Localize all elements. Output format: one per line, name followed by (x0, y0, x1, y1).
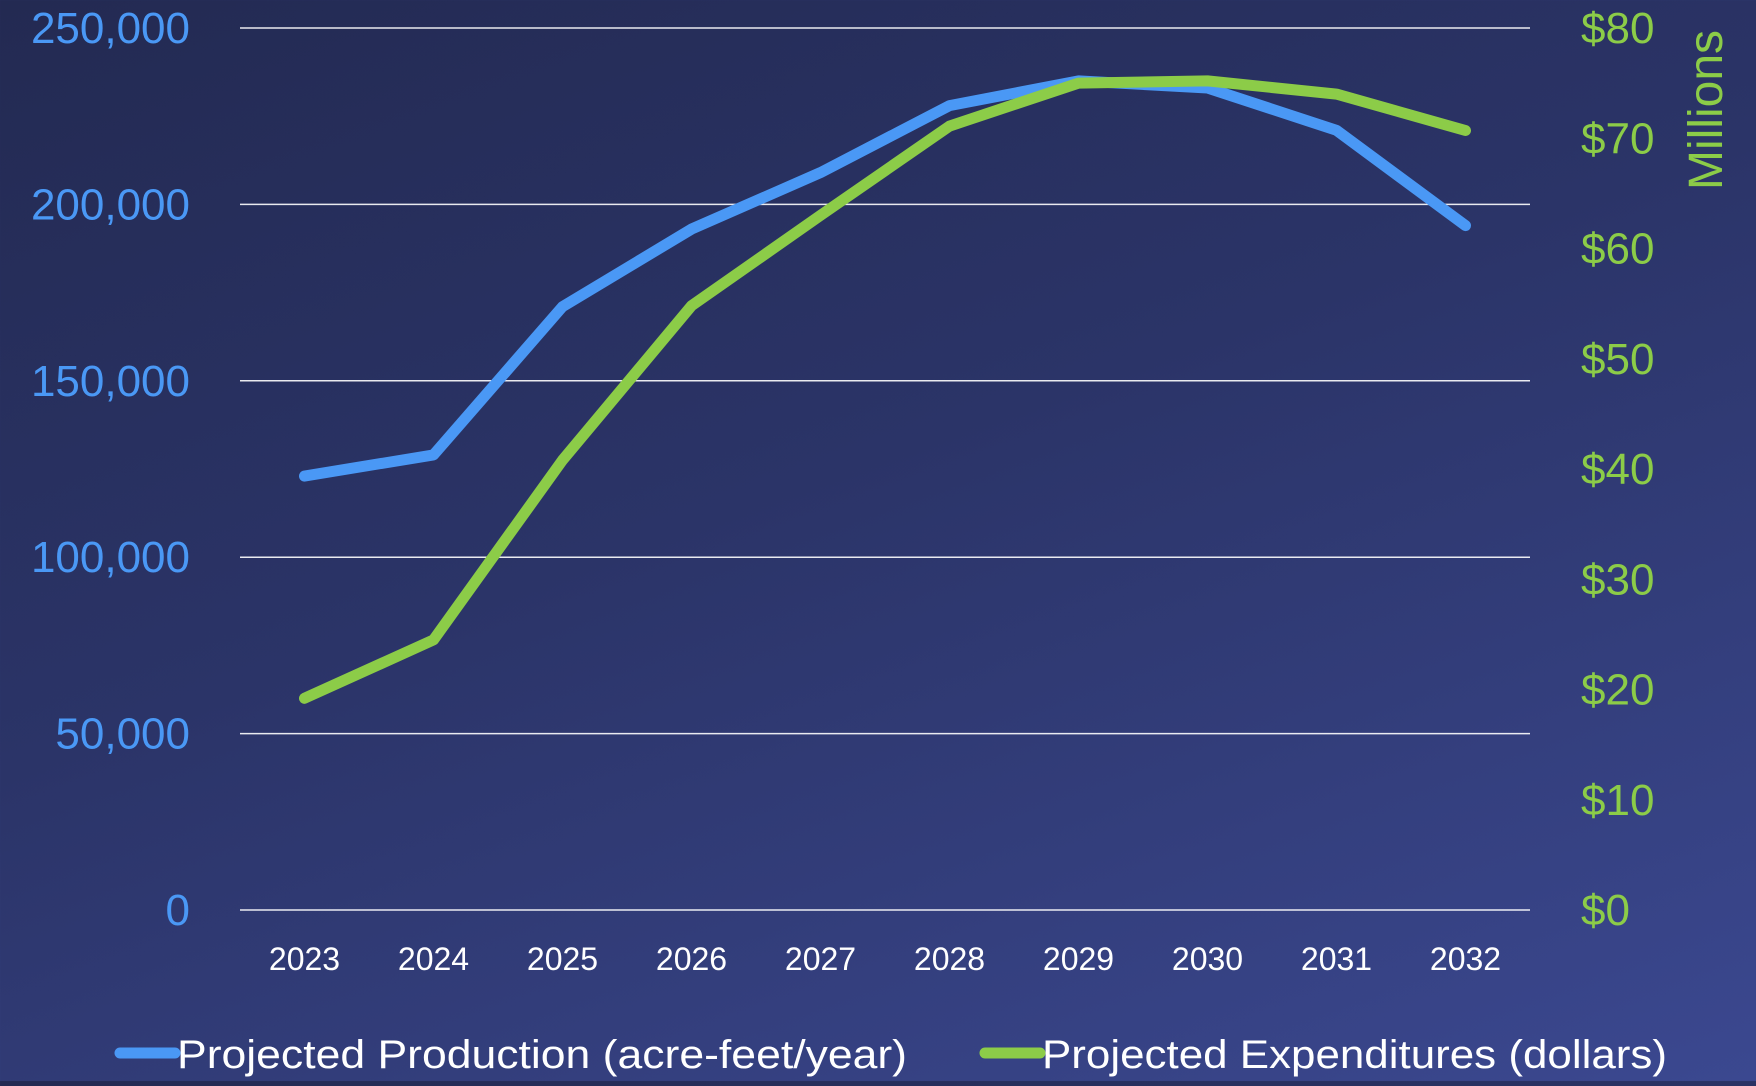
right-axis-tick-label: $10 (1581, 776, 1654, 825)
x-axis-tick-label: 2028 (914, 941, 985, 977)
right-axis-tick-label: $40 (1581, 445, 1654, 494)
legend-label-production: Projected Production (acre-feet/year) (177, 1033, 907, 1077)
x-axis-tick-label: 2023 (269, 941, 340, 977)
series-lines (299, 75, 1471, 704)
gridlines (240, 27, 1530, 911)
left-axis: 0 50,000 100,000 150,000 200,000 250,000 (31, 4, 190, 935)
right-axis-unit-label: Millions (1680, 30, 1733, 190)
x-axis: 2023 2024 2025 2026 2027 2028 2029 2030 2031 2032 (269, 941, 1501, 977)
legend: Projected Production (acre-feet/year) Pr… (114, 1033, 1667, 1077)
x-axis-tick-label: 2029 (1043, 941, 1114, 977)
right-axis: Millions $0 $10 $20 $30 $40 $50 $60 $70 $80 (1581, 4, 1733, 935)
series-line-expenditures (299, 75, 1471, 704)
right-axis-tick-label: $30 (1581, 555, 1654, 604)
x-axis-tick-label: 2027 (785, 941, 856, 977)
right-axis-tick-label: $20 (1581, 666, 1654, 715)
right-axis-tick-label: $70 (1581, 114, 1654, 163)
left-axis-tick-label: 200,000 (31, 180, 190, 229)
x-axis-tick-label: 2026 (656, 941, 727, 977)
right-axis-tick-label: $60 (1581, 225, 1654, 274)
x-axis-tick-label: 2030 (1172, 941, 1243, 977)
right-axis-tick-label: $0 (1581, 886, 1630, 935)
left-axis-tick-label: 0 (166, 886, 190, 935)
series-line-production (299, 75, 1471, 482)
left-axis-tick-label: 50,000 (55, 710, 190, 759)
x-axis-tick-label: 2032 (1430, 941, 1501, 977)
x-axis-tick-label: 2025 (527, 941, 598, 977)
left-axis-tick-label: 250,000 (31, 4, 190, 53)
x-axis-tick-label: 2024 (398, 941, 469, 977)
left-axis-tick-label: 150,000 (31, 357, 190, 406)
left-axis-tick-label: 100,000 (31, 533, 190, 582)
legend-label-expenditures: Projected Expenditures (dollars) (1042, 1033, 1667, 1077)
right-axis-tick-label: $50 (1581, 335, 1654, 384)
x-axis-tick-label: 2031 (1301, 941, 1372, 977)
right-axis-tick-label: $80 (1581, 4, 1654, 53)
